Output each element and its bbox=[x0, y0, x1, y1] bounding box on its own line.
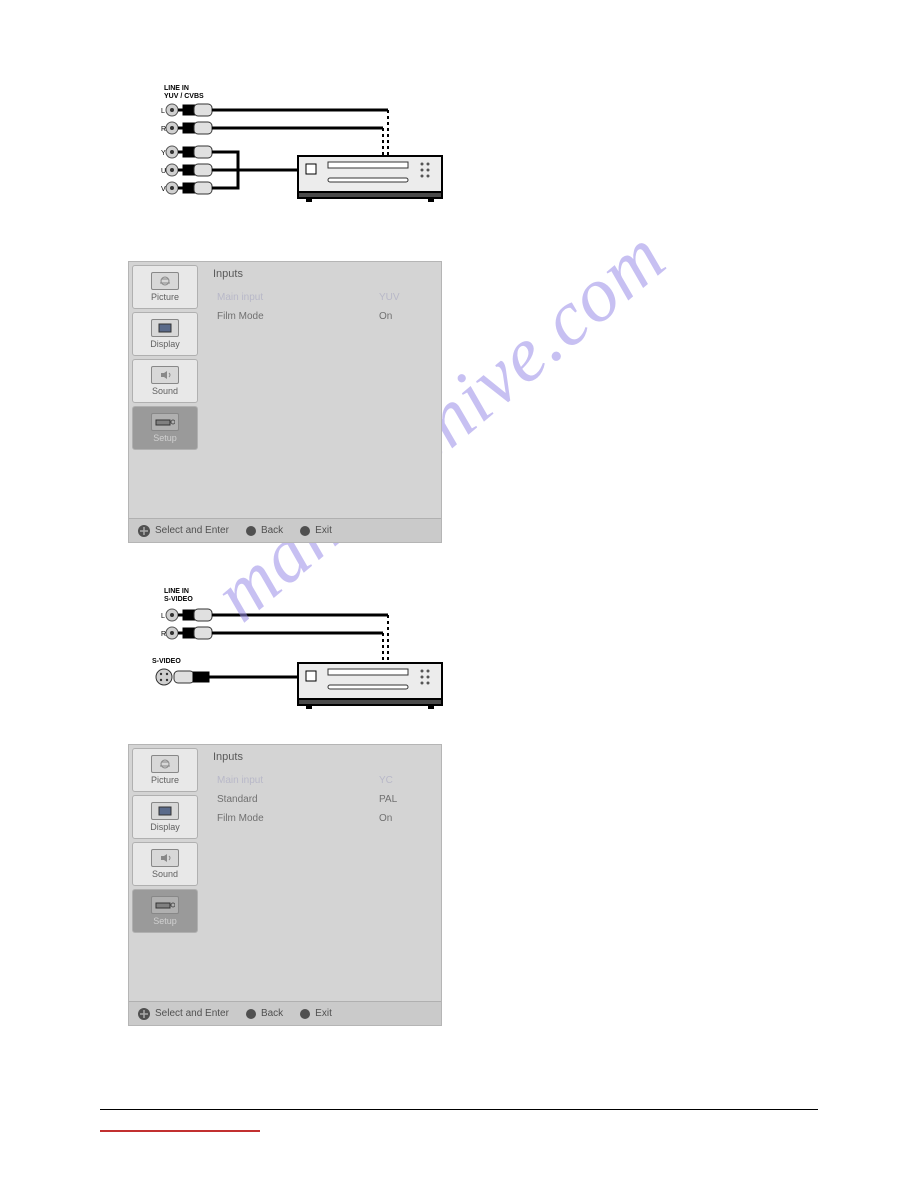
tab-picture[interactable]: Picture bbox=[132, 748, 198, 792]
tab-display[interactable]: Display bbox=[132, 795, 198, 839]
connection-diagram-svideo: LINE IN S-VIDEO L R S-VIDEO bbox=[128, 583, 818, 718]
footer-exit: Exit bbox=[299, 1008, 332, 1020]
footer-back: Back bbox=[245, 1008, 283, 1020]
tab-label: Display bbox=[150, 339, 180, 349]
svg-text:S-VIDEO: S-VIDEO bbox=[164, 596, 193, 603]
tab-setup[interactable]: Setup bbox=[132, 889, 198, 933]
page-footer-accent bbox=[100, 1130, 260, 1132]
tab-picture[interactable]: Picture bbox=[132, 265, 198, 309]
osd-row-value: On bbox=[379, 311, 427, 322]
svg-text:LINE IN: LINE IN bbox=[164, 85, 189, 92]
osd-row[interactable]: Main inputYUV bbox=[213, 288, 433, 307]
osd-row-value: On bbox=[379, 813, 427, 824]
osd-row[interactable]: Main inputYC bbox=[213, 771, 433, 790]
osd-menu-1: Picture Display Sound Setup Inputs Main … bbox=[128, 261, 818, 543]
svg-text:YUV / CVBS: YUV / CVBS bbox=[164, 93, 204, 100]
tab-label: Picture bbox=[151, 292, 179, 302]
svg-text:L: L bbox=[161, 613, 165, 620]
osd-pane-title: Inputs bbox=[213, 751, 433, 763]
osd-content: Inputs Main inputYUVFilm ModeOn bbox=[201, 262, 441, 518]
svg-text:L: L bbox=[161, 108, 165, 115]
footer-select: Select and Enter bbox=[137, 524, 229, 538]
tab-label: Sound bbox=[152, 386, 178, 396]
osd-row[interactable]: Film ModeOn bbox=[213, 809, 433, 828]
svg-text:V: V bbox=[161, 186, 166, 193]
tab-display[interactable]: Display bbox=[132, 312, 198, 356]
tab-label: Sound bbox=[152, 869, 178, 879]
footer-back: Back bbox=[245, 525, 283, 537]
tab-sound[interactable]: Sound bbox=[132, 842, 198, 886]
osd-pane-title: Inputs bbox=[213, 268, 433, 280]
page-footer-rule bbox=[100, 1109, 818, 1110]
tab-label: Picture bbox=[151, 775, 179, 785]
tab-sound[interactable]: Sound bbox=[132, 359, 198, 403]
osd-row-label: Film Mode bbox=[217, 813, 379, 824]
osd-rows-2: Main inputYCStandardPALFilm ModeOn bbox=[213, 771, 433, 828]
svg-text:R: R bbox=[161, 631, 166, 638]
osd-row-label: Standard bbox=[217, 794, 379, 805]
osd-row-value: PAL bbox=[379, 794, 427, 805]
footer-select: Select and Enter bbox=[137, 1007, 229, 1021]
tab-label: Setup bbox=[153, 916, 177, 926]
osd-row-label: Film Mode bbox=[217, 311, 379, 322]
osd-menu-2: Picture Display Sound Setup Inputs Main … bbox=[128, 744, 818, 1026]
svg-text:R: R bbox=[161, 126, 166, 133]
osd-sidebar: Picture Display Sound Setup bbox=[129, 262, 201, 518]
osd-content: Inputs Main inputYCStandardPALFilm ModeO… bbox=[201, 745, 441, 1001]
osd-row-label: Main input bbox=[217, 292, 379, 303]
svg-text:LINE IN: LINE IN bbox=[164, 588, 189, 595]
osd-row-label: Main input bbox=[217, 775, 379, 786]
svg-text:Y: Y bbox=[161, 150, 166, 157]
tab-setup[interactable]: Setup bbox=[132, 406, 198, 450]
osd-row[interactable]: Film ModeOn bbox=[213, 307, 433, 326]
svg-text:S-VIDEO: S-VIDEO bbox=[152, 658, 181, 665]
connection-diagram-yuv: LINE IN YUV / CVBS L R Y U V bbox=[128, 80, 818, 235]
footer-exit: Exit bbox=[299, 525, 332, 537]
tab-label: Setup bbox=[153, 433, 177, 443]
tab-label: Display bbox=[150, 822, 180, 832]
osd-sidebar: Picture Display Sound Setup bbox=[129, 745, 201, 1001]
osd-row[interactable]: StandardPAL bbox=[213, 790, 433, 809]
osd-footer: Select and Enter Back Exit bbox=[129, 1001, 441, 1025]
osd-rows-1: Main inputYUVFilm ModeOn bbox=[213, 288, 433, 326]
osd-row-value: YC bbox=[379, 775, 427, 786]
osd-footer: Select and Enter Back Exit bbox=[129, 518, 441, 542]
svg-text:U: U bbox=[161, 168, 166, 175]
osd-row-value: YUV bbox=[379, 292, 427, 303]
